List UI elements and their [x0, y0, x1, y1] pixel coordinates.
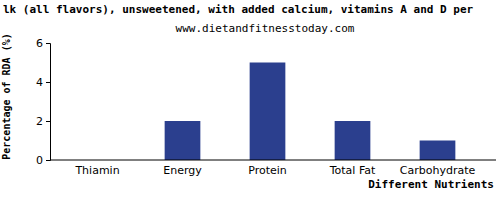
y-tick-mark	[46, 43, 50, 44]
y-axis: 0 2 4 6	[36, 37, 51, 167]
y-tick-mark	[46, 82, 50, 83]
x-tick-label: Thiamin	[74, 164, 119, 177]
y-tick-label: 2	[36, 115, 43, 128]
y-axis-line	[46, 44, 51, 161]
x-tick: Carbohydrate	[400, 160, 476, 177]
y-tick: 2	[36, 115, 50, 128]
x-tick-label: Carbohydrate	[400, 164, 476, 177]
x-axis-line	[50, 160, 496, 161]
y-axis-title: Percentage of RDA (%)	[1, 33, 12, 159]
x-tick-label: Energy	[163, 164, 202, 177]
x-tick: Total Fat	[329, 160, 376, 177]
y-tick: 4	[36, 76, 50, 89]
bar	[250, 63, 286, 161]
x-axis-title: Different Nutrients	[368, 178, 494, 191]
y-tick-mark	[46, 160, 50, 161]
bar	[420, 141, 456, 161]
bars	[165, 63, 456, 161]
y-tick-label: 0	[36, 154, 43, 167]
bar	[335, 121, 371, 160]
x-tick: Protein	[248, 160, 287, 177]
y-tick-label: 6	[36, 37, 43, 50]
chart: 0 2 4 6 Thiamin Energy Protein Total Fat Carbohy…	[0, 0, 500, 200]
x-tick-label: Total Fat	[329, 164, 376, 177]
x-tick: Energy	[163, 160, 202, 177]
y-tick: 0	[36, 154, 50, 167]
bar	[165, 121, 201, 160]
x-tick: Thiamin	[74, 160, 119, 177]
y-tick-label: 4	[36, 76, 43, 89]
y-tick: 6	[36, 37, 50, 50]
subtitle: www.dietandfitnesstoday.com	[176, 22, 355, 35]
x-tick-label: Protein	[248, 164, 287, 177]
x-axis: Thiamin Energy Protein Total Fat Carbohydrat…	[50, 160, 496, 177]
y-tick-mark	[46, 121, 50, 122]
title: lk (all flavors), unsweetened, with adde…	[3, 3, 474, 16]
